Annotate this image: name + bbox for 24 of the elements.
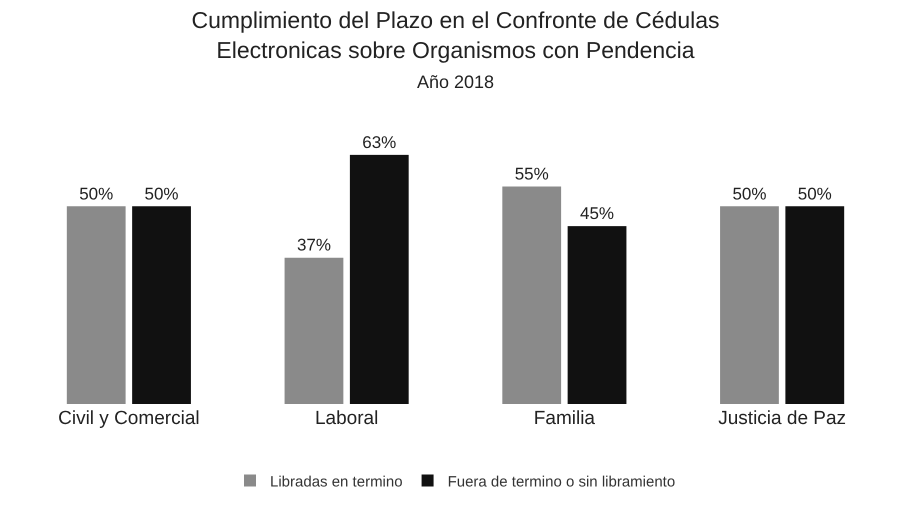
data-label: 50% [798, 184, 832, 204]
data-label: 50% [79, 184, 114, 204]
bar [132, 206, 191, 404]
x-tick-label: Civil y Comercial [58, 408, 200, 429]
bar [66, 206, 126, 404]
data-label: 50% [732, 184, 766, 204]
x-tick-label: Familia [534, 408, 596, 429]
chart-title: Cumplimiento del Plazo en el Confronte de Cédulas Electronicas sobre Organismos con Pendencia [191, 6, 720, 63]
data-label: 55% [514, 164, 549, 184]
bar [350, 154, 409, 404]
bar [502, 186, 562, 404]
data-label: 37% [296, 236, 331, 255]
x-tick-label: Justicia de Paz [718, 408, 846, 429]
bar [284, 258, 344, 404]
bar [720, 206, 779, 404]
chart-subtitle: Año 2018 [416, 72, 494, 92]
legend-label: Libradas en termino [270, 473, 403, 490]
bar [785, 206, 844, 404]
data-label: 45% [580, 204, 614, 224]
bar [568, 226, 626, 404]
data-label: 50% [144, 184, 179, 204]
legend-label: Fuera de termino o sin libramiento [448, 473, 676, 490]
data-label: 63% [362, 132, 396, 152]
x-tick-label: Laboral [314, 408, 378, 429]
